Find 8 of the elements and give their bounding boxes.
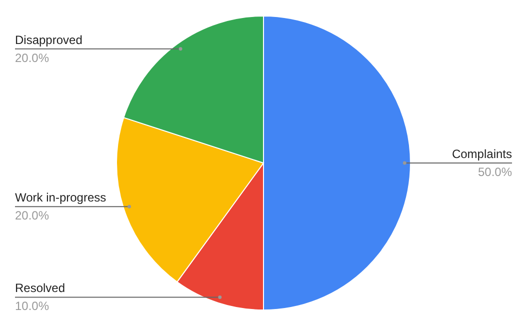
data-label: 10.0% [15,299,50,314]
data-label: 20.0% [15,50,50,65]
slice-label: Disapproved [15,32,82,47]
data-label: 50.0% [478,165,512,179]
slice-label: Resolved [15,281,66,296]
slice-label: Work in-progress [15,190,106,205]
data-label: 20.0% [15,208,50,223]
slice-label: Complaints [452,147,512,161]
